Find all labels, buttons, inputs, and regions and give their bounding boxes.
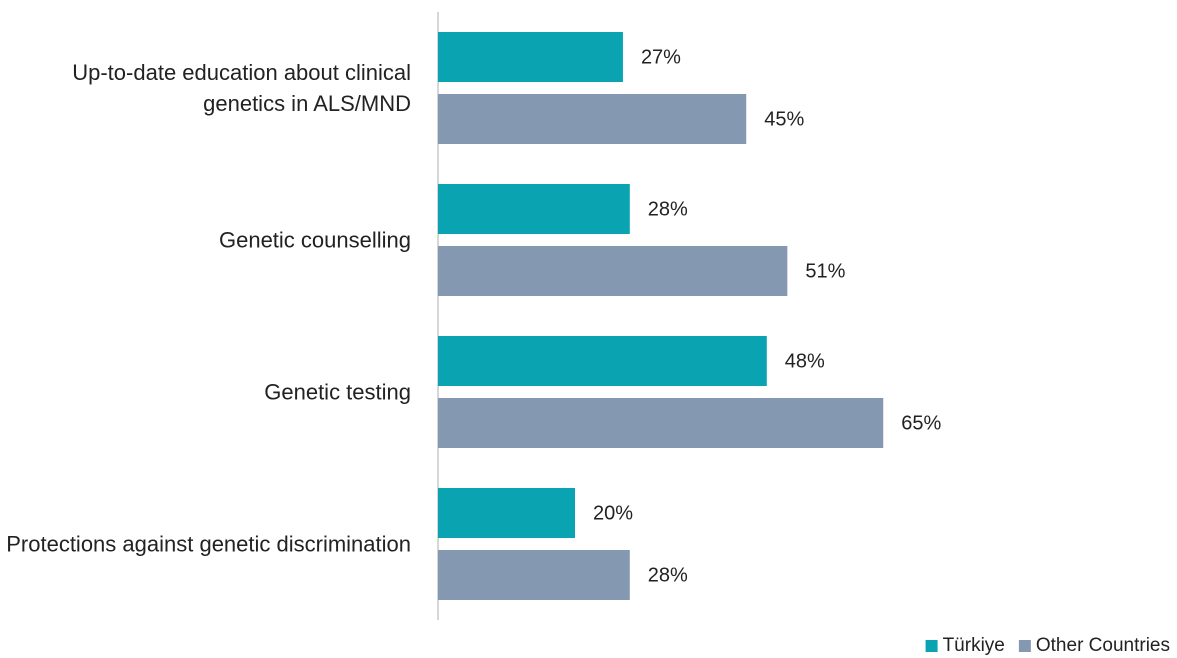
value-label: 28% bbox=[648, 198, 688, 220]
value-label: 51% bbox=[805, 260, 845, 282]
value-label: 28% bbox=[648, 564, 688, 586]
bar bbox=[438, 246, 788, 296]
value-label: 45% bbox=[764, 108, 804, 130]
bar bbox=[438, 550, 630, 600]
bar bbox=[438, 398, 884, 448]
bar bbox=[438, 488, 575, 538]
category-label: Protections against genetic discriminati… bbox=[6, 531, 411, 557]
category-label: Genetic counselling bbox=[218, 227, 411, 253]
legend-swatch bbox=[925, 640, 938, 652]
legend-label: Other Countries bbox=[1036, 635, 1170, 656]
bar bbox=[438, 184, 630, 234]
category-label: Up-to-date education about clinical gene… bbox=[72, 60, 411, 116]
bar bbox=[438, 32, 623, 82]
legend-label: Türkiye bbox=[943, 635, 1005, 656]
value-label: 65% bbox=[901, 412, 941, 434]
bar bbox=[438, 94, 747, 144]
value-label: 20% bbox=[593, 502, 633, 524]
legend-swatch bbox=[1018, 640, 1031, 652]
bar bbox=[438, 336, 767, 386]
value-label: 27% bbox=[641, 46, 681, 68]
category-label: Genetic testing bbox=[264, 379, 411, 405]
value-label: 48% bbox=[785, 350, 825, 372]
